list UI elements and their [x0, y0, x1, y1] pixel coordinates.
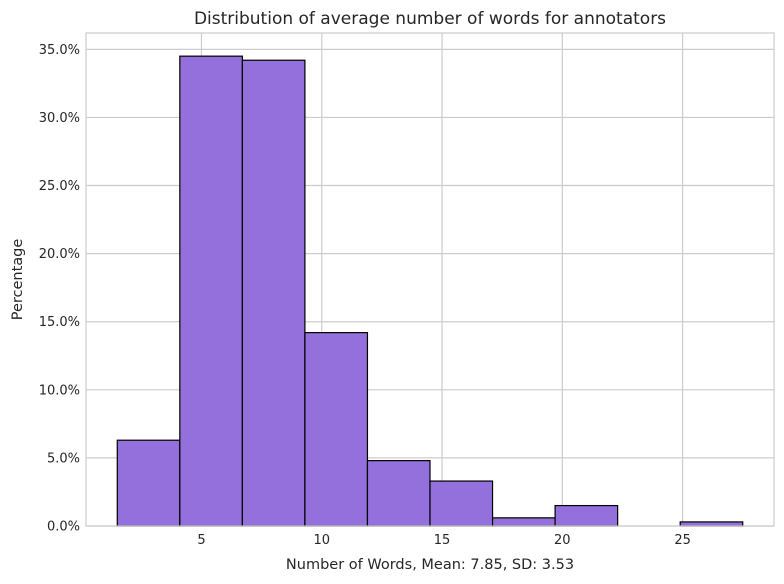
histogram-bar: [429, 480, 494, 527]
y-tick-label: 30.0%: [39, 111, 80, 126]
histogram-bar: [304, 332, 369, 527]
x-tick-label: 15: [434, 533, 451, 548]
x-tick-label: 20: [554, 533, 571, 548]
y-tick-label: 10.0%: [39, 383, 80, 398]
histogram-bar: [491, 517, 556, 527]
bars-layer: [116, 55, 744, 527]
histogram-bar: [179, 55, 243, 527]
histogram-bar: [116, 439, 181, 527]
y-tick-label: 0.0%: [47, 520, 80, 535]
y-tick-labels: 0.0% 5.0% 10.0% 15.0% 20.0% 25.0% 30.0% 35.0%: [39, 43, 80, 535]
x-axis-label: Number of Words, Mean: 7.85, SD: 3.53: [286, 557, 574, 573]
x-tick-labels: 5 10 15 20 25: [197, 533, 691, 548]
y-tick-label: 15.0%: [39, 315, 80, 330]
y-tick-label: 5.0%: [47, 451, 80, 466]
y-tick-label: 25.0%: [39, 179, 80, 194]
histogram-bar: [366, 460, 431, 527]
y-tick-label: 20.0%: [39, 247, 80, 262]
x-tick-label: 25: [674, 533, 691, 548]
chart-title: Distribution of average number of words …: [194, 9, 666, 29]
y-axis-label: Percentage: [10, 239, 26, 321]
plot-frame: [85, 32, 775, 527]
histogram-bar: [241, 59, 306, 527]
y-tick-label: 35.0%: [39, 43, 80, 58]
x-tick-label: 10: [313, 533, 330, 548]
histogram-bar: [679, 521, 744, 527]
x-tick-label: 5: [197, 533, 205, 548]
histogram-bar: [554, 504, 619, 527]
